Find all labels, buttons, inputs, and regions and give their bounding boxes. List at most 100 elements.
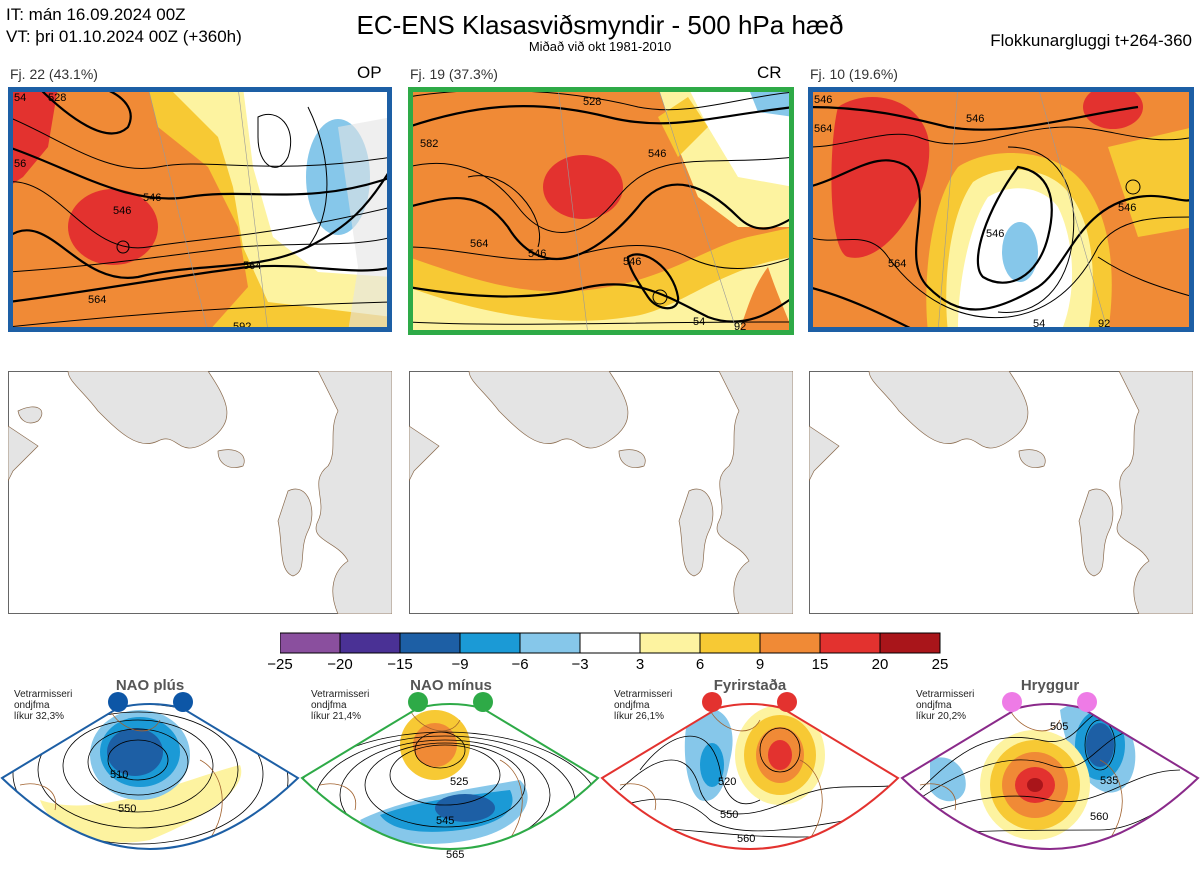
contour-label: 560 [737, 833, 755, 845]
contour-label: 520 [718, 776, 736, 788]
contour-label: 54 [14, 92, 26, 104]
british-isles-land [678, 488, 714, 577]
greenland-land [468, 371, 629, 449]
cluster-2-label: Fj. 19 (37.3%) [410, 66, 498, 82]
regime-frame [600, 703, 900, 850]
page-subtitle: Miðað við okt 1981-2010 [528, 39, 672, 54]
contour-label: 550 [118, 803, 136, 815]
regime-frame [300, 703, 600, 850]
cluster-1-map: 546 546 564 564 528 54 56 592 [8, 87, 392, 332]
colorbar-segment [819, 632, 881, 654]
regime-4-map: 505 535 560 [900, 690, 1200, 871]
contour-label: 546 [648, 148, 666, 160]
colorbar-segment [639, 632, 701, 654]
colorbar [279, 632, 944, 659]
contour-label: 54 [693, 316, 705, 328]
base-map-1 [8, 371, 392, 614]
regime-1-name: NAO plús [115, 677, 185, 694]
contour-label: 550 [720, 809, 738, 821]
colorbar-segment [519, 632, 581, 654]
colorbar-segment [759, 632, 821, 654]
regime-dot [1002, 692, 1022, 712]
base-map-3 [809, 371, 1193, 614]
contour-label: 505 [1050, 721, 1068, 733]
colorbar-segment [339, 632, 401, 654]
europe-land [716, 371, 793, 614]
colorbar-tick-label: −6 [511, 656, 529, 673]
regime-dot [702, 692, 722, 712]
contour-label: 535 [1100, 775, 1118, 787]
regime-4-name: Hryggur [1020, 677, 1080, 694]
regime-frame [900, 703, 1200, 850]
regime-2-map: 525 545 565 [300, 690, 600, 871]
regime-1-map: 510 550 [0, 690, 300, 871]
initial-time: IT: mán 16.09.2024 00Z [6, 5, 186, 24]
cluster-frame [408, 87, 794, 335]
contour-label: 582 [420, 138, 438, 150]
british-isles-land [1078, 488, 1114, 577]
regime-4-info: Vetrarmisseri ondjfma líkur 20,2% [916, 689, 975, 722]
cluster-3-map: 546 564 546 546 564 546 54 92 [808, 87, 1194, 332]
cluster-3-label: Fj. 10 (19.6%) [810, 66, 898, 82]
base-map-2 [409, 371, 793, 614]
valid-time: VT: þri 01.10.2024 00Z (+360h) [6, 27, 242, 46]
colorbar-segment [279, 632, 341, 654]
regime-dot [777, 692, 797, 712]
regime-dot [108, 692, 128, 712]
classification-window: Flokkunargluggi t+264-360 [990, 31, 1192, 50]
regime-2-name: NAO mínus [410, 677, 492, 694]
regime-frame [0, 703, 300, 850]
regime-dot [473, 692, 493, 712]
contour-label: 560 [1090, 811, 1108, 823]
regime-dot [1077, 692, 1097, 712]
cluster-frame [8, 87, 392, 332]
cluster-2-tag: CR [757, 63, 782, 82]
contours-thin [8, 87, 392, 332]
contours-thin [808, 87, 1194, 332]
colorbar-tick-label: 9 [755, 656, 765, 673]
contour-label: 564 [470, 238, 488, 250]
contour-label: 546 [623, 256, 641, 268]
iceland-land [618, 449, 646, 468]
regime-dot [408, 692, 428, 712]
contour-label: 564 [814, 123, 832, 135]
header-info: IT: mán 16.09.2024 00Z VT: þri 01.10.202… [6, 4, 242, 48]
contour-label: 564 [88, 294, 106, 306]
colorbar-segment [579, 632, 641, 654]
cluster-2-map: 582 546 564 546 546 528 54 92 [408, 87, 794, 335]
colorbar-segment [699, 632, 761, 654]
colorbar-tick-label: 6 [695, 656, 705, 673]
contour-label: 525 [450, 776, 468, 788]
contour-label: 546 [528, 248, 546, 260]
iceland-land [1018, 449, 1046, 468]
colorbar-tick-label: −3 [571, 656, 589, 673]
contour-label: 510 [110, 769, 128, 781]
colorbar-tick-label: −15 [387, 656, 413, 673]
contour-label: 592 [233, 321, 251, 332]
colorbar-tick-label: −20 [327, 656, 353, 673]
colorbar-tick-label: 20 [871, 656, 889, 673]
greenland-land [868, 371, 1029, 449]
europe-land [1116, 371, 1193, 614]
contours-thick [408, 105, 794, 323]
contour-label: 528 [48, 92, 66, 104]
greenland-land [67, 371, 228, 449]
regime-2-info: Vetrarmisseri ondjfma líkur 21,4% [311, 689, 370, 722]
contour-label: 528 [583, 96, 601, 108]
regime-3-info: Vetrarmisseri ondjfma líkur 26,1% [614, 689, 673, 722]
contour-label: 564 [888, 258, 906, 270]
british-isles-land [277, 488, 313, 577]
regime-3-name: Fyrirstaða [713, 677, 787, 694]
contour-label: 546 [986, 228, 1004, 240]
cluster-1-tag: OP [357, 63, 382, 82]
colorbar-tick-label: 15 [811, 656, 829, 673]
regime-1-info: Vetrarmisseri ondjfma líkur 32,3% [14, 689, 73, 722]
contour-label: 546 [814, 94, 832, 106]
colorbar-tick-label: 3 [635, 656, 645, 673]
colorbar-segment [459, 632, 521, 654]
page-title: EC-ENS Klasasviðsmyndir - 500 hPa hæð [356, 10, 844, 40]
cluster-1-label: Fj. 22 (43.1%) [10, 66, 98, 82]
contours-thick [8, 87, 392, 304]
contour-label: 565 [446, 849, 464, 861]
iceland-land [217, 449, 245, 468]
